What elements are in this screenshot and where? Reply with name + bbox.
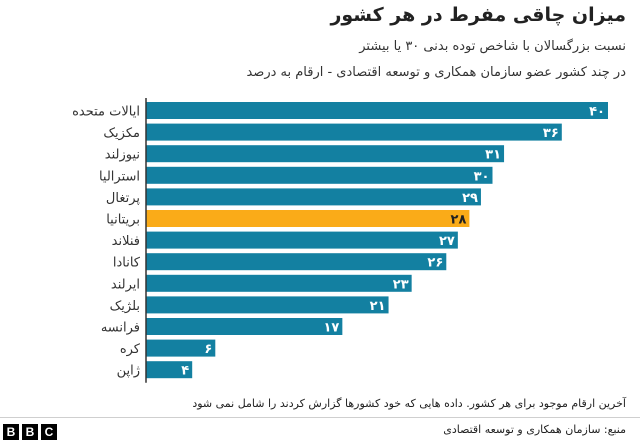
bar-value-label: ۲۷ (439, 234, 455, 249)
bar-value-label: ۳۰ (474, 169, 490, 184)
bar-value-label: ۴۰ (589, 105, 605, 120)
bar-value-label: ۲۱ (370, 299, 386, 314)
bar-value-label: ۳۱ (485, 148, 501, 163)
category-label: کره (120, 342, 141, 357)
bar (146, 231, 458, 249)
bar-value-label: ۶ (204, 342, 212, 357)
category-label: نیوزلند (105, 148, 140, 163)
bar (146, 123, 562, 141)
bar-chart: ۴۰ ایالات متحده ۳۶ مکزیک ۳۱ نیوزلند ۳۰ استرالیا… (72, 98, 608, 383)
bar-value-label: ۳۶ (543, 126, 559, 141)
bbc-logo: B B C (3, 424, 57, 440)
category-label: بلژیک (110, 299, 140, 314)
bar (146, 339, 216, 357)
bar-value-label: ۲۶ (427, 256, 443, 271)
bar (146, 145, 505, 163)
bar-value-label: ۱۷ (323, 321, 339, 336)
category-label: پرتغال (106, 191, 140, 206)
chart-footnote: آخرین ارقام موجود برای هر کشور. داده های… (192, 397, 626, 410)
chart-title: میزان چاقی مفرط در هر کشور (330, 4, 626, 26)
bar (146, 166, 493, 184)
bar (146, 188, 481, 206)
bar-value-label: ۲۹ (462, 191, 478, 206)
category-label: مکزیک (103, 126, 140, 141)
category-label: کانادا (113, 256, 141, 271)
bar-value-label: ۴ (181, 364, 189, 379)
category-label: استرالیا (99, 169, 140, 184)
bar-value-label: ۲۳ (393, 277, 409, 292)
bbc-logo-letter: B (3, 424, 19, 440)
source-credit: منبع: سازمان همکاری و توسعه اقتصادی (443, 423, 626, 436)
bar (146, 361, 193, 379)
bar (146, 253, 447, 271)
category-label: بریتانیا (106, 213, 140, 228)
bar (146, 296, 389, 314)
chart-subtitle-line-2: در چند کشور عضو سازمان همکاری و توسعه اق… (246, 65, 626, 80)
footer-divider (0, 417, 640, 418)
category-label: فرانسه (101, 321, 140, 336)
bbc-logo-letter: C (41, 424, 57, 440)
bbc-logo-letter: B (22, 424, 38, 440)
bar-value-label: ۲۸ (451, 213, 467, 228)
category-label: ژاپن (117, 364, 140, 379)
bar (146, 318, 343, 335)
category-label: فنلاند (112, 234, 140, 249)
chart-subtitle-line-1: نسبت بزرگسالان با شاخص توده بدنی ۳۰ یا ب… (359, 39, 626, 54)
bar (146, 210, 470, 227)
category-label: ایالات متحده (72, 105, 140, 120)
bar (146, 102, 608, 119)
bar (146, 274, 412, 292)
category-label: ایرلند (111, 277, 140, 292)
